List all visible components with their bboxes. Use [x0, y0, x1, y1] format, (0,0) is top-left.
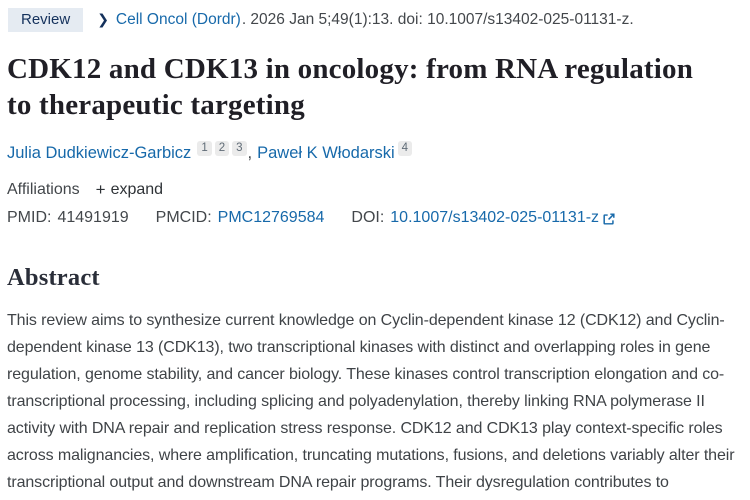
- expand-affiliations-button[interactable]: + expand: [96, 180, 163, 200]
- author-link-2[interactable]: Paweł K Włodarski: [257, 144, 395, 162]
- article-title: CDK12 and CDK13 in oncology: from RNA re…: [7, 51, 744, 123]
- article-title-line1: CDK12 and CDK13 in oncology: from RNA re…: [7, 53, 694, 85]
- publication-type-badge: Review: [8, 8, 84, 32]
- author-separator: ,: [247, 144, 253, 162]
- doi-link[interactable]: 10.1007/s13402-025-01131-z: [390, 209, 600, 226]
- pmcid-label: PMCID:: [155, 209, 212, 226]
- pmid-value: 41491919: [57, 209, 129, 226]
- pmid-label: PMID:: [7, 209, 52, 226]
- pmcid-group: PMCID: PMC12769584: [156, 209, 325, 227]
- expand-label: expand: [110, 181, 164, 198]
- doi-group: DOI: 10.1007/s13402-025-01131-z: [351, 209, 616, 227]
- external-link-icon: [603, 213, 615, 225]
- pmid-group: PMID: 41491919: [7, 209, 129, 227]
- abstract-text: This review aims to synthesize current k…: [7, 312, 735, 491]
- journal-name-link: Cell Oncol (Dordr): [115, 11, 241, 28]
- author-affiliation-sup[interactable]: 1: [197, 141, 212, 156]
- journal-citation-trigger[interactable]: ❯ Cell Oncol (Dordr): [97, 11, 241, 29]
- article-title-line2: to therapeutic targeting: [7, 89, 305, 121]
- affiliations-label: Affiliations: [7, 181, 80, 198]
- author-link-1[interactable]: Julia Dudkiewicz-Garbicz: [7, 144, 192, 162]
- abstract-heading: Abstract: [7, 264, 100, 291]
- article-source-row: Review ❯ Cell Oncol (Dordr) . 2026 Jan 5…: [8, 8, 744, 32]
- pmcid-link[interactable]: PMC12769584: [217, 209, 325, 226]
- doi-label: DOI:: [351, 209, 385, 226]
- affiliations-row: Affiliations + expand: [7, 180, 744, 200]
- author-affiliation-sup[interactable]: 2: [214, 141, 230, 156]
- plus-icon: +: [95, 180, 106, 199]
- identifiers-row: PMID: 41491919 PMCID: PMC12769584 DOI: 1…: [7, 209, 744, 227]
- author-affiliation-sup[interactable]: 4: [397, 141, 413, 156]
- chevron-right-icon: ❯: [97, 10, 109, 27]
- author-affiliation-sup[interactable]: 3: [232, 141, 247, 156]
- authors-row: Julia Dudkiewicz-Garbicz 1 2 3, Paweł K Włod…: [7, 141, 744, 163]
- citation-text: . 2026 Jan 5;49(1):13. doi: 10.1007/s134…: [241, 11, 634, 28]
